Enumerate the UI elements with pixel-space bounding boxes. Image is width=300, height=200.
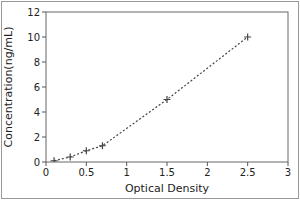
x-tick <box>126 162 127 166</box>
x-tick <box>167 162 168 166</box>
y-tick-label: 8 <box>34 57 40 68</box>
y-tick-label: 6 <box>34 82 40 93</box>
data-point <box>99 142 106 149</box>
x-tick-label: 2.5 <box>240 167 256 178</box>
data-point <box>51 157 58 162</box>
y-tick-label: 2 <box>34 132 40 143</box>
x-tick <box>288 162 289 166</box>
x-tick-label: 2 <box>204 167 210 178</box>
y-tick-label: 0 <box>34 157 40 168</box>
y-tick-label: 10 <box>27 32 40 43</box>
data-line <box>54 37 248 161</box>
x-tick-label: 0.5 <box>78 167 94 178</box>
x-tick <box>86 162 87 166</box>
x-tick <box>46 162 47 166</box>
y-tick <box>42 112 46 113</box>
chart: 0 0.5 1 1.5 2 2.5 3 0 2 4 6 8 10 12 Optical Density Con… <box>0 0 300 200</box>
data-point <box>83 147 90 154</box>
y-tick <box>42 87 46 88</box>
y-tick <box>42 137 46 138</box>
data-point <box>67 154 74 161</box>
x-tick-label: 3 <box>285 167 291 178</box>
plot-frame <box>46 12 288 162</box>
x-tick-label: 0 <box>43 167 49 178</box>
x-axis-label: Optical Density <box>125 182 210 195</box>
chart-container: 0 0.5 1 1.5 2 2.5 3 0 2 4 6 8 10 12 Optical Density Con… <box>0 0 300 200</box>
x-tick <box>207 162 208 166</box>
x-tick-label: 1.5 <box>159 167 175 178</box>
y-tick <box>42 162 46 163</box>
y-tick-label: 12 <box>27 7 40 18</box>
x-tick-label: 1 <box>123 167 129 178</box>
data-point <box>164 96 171 103</box>
y-tick-label: 4 <box>34 107 40 118</box>
y-tick <box>42 12 46 13</box>
plot-area <box>51 34 252 163</box>
y-axis-label: Concentration(ng/mL) <box>2 27 15 148</box>
x-tick <box>247 162 248 166</box>
y-tick <box>42 62 46 63</box>
data-point <box>244 34 251 41</box>
outer-border <box>2 2 299 199</box>
y-tick <box>42 37 46 38</box>
